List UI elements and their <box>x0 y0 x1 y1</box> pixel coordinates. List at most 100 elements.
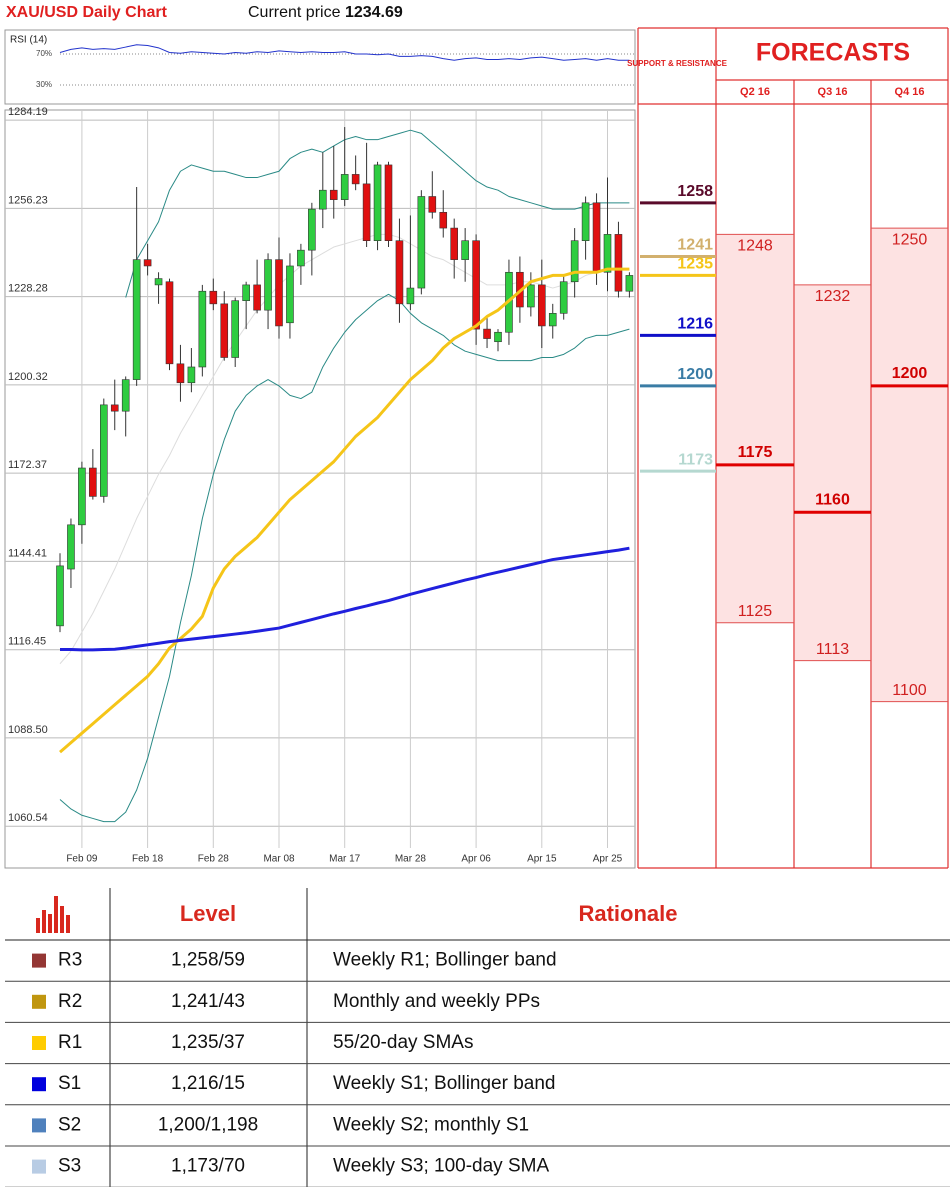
candle-body <box>614 234 623 292</box>
candle-body <box>187 366 196 384</box>
forecast-high-label: 1232 <box>815 288 851 305</box>
candle-body <box>78 467 86 526</box>
row-rationale: 55/20-day SMAs <box>333 1032 473 1053</box>
x-tick-label: Mar 08 <box>263 854 295 865</box>
forecast-range <box>717 234 793 623</box>
row-swatch <box>32 1159 46 1174</box>
candle-body <box>548 313 557 327</box>
level-label: 1258 <box>677 183 713 200</box>
y-tick-label: 1172.37 <box>8 459 47 471</box>
candle-body <box>253 284 261 311</box>
level-label: 1200 <box>677 366 713 383</box>
candle-body <box>198 290 207 368</box>
candle-body <box>384 164 393 242</box>
row-level: 1,241/43 <box>171 991 245 1012</box>
candle-body <box>110 404 119 412</box>
candle-body <box>56 565 64 627</box>
forecast-range <box>795 284 870 661</box>
rsi-frame <box>4 29 636 105</box>
levels-title: SUPPORT & RESISTANCE <box>627 59 728 68</box>
candle-body <box>308 208 316 251</box>
candle-body <box>176 363 185 384</box>
candle-body <box>592 202 601 273</box>
indicator-line <box>125 129 630 298</box>
candle-body <box>132 259 141 380</box>
x-tick-label: Feb 28 <box>198 854 230 865</box>
y-tick-label: 1256.23 <box>8 194 48 206</box>
rsi-line <box>59 44 630 61</box>
level-label: 1216 <box>677 316 713 333</box>
price: 1234.69 <box>345 4 403 21</box>
candle-body <box>537 284 546 327</box>
forecast-low-label: 1100 <box>892 682 927 699</box>
y-tick-label: 1088.50 <box>8 724 48 736</box>
quarter-label: Q4 16 <box>895 86 925 98</box>
row-level: 1,200/1,198 <box>158 1114 258 1135</box>
x-tick-label: Apr 25 <box>593 854 623 865</box>
row-swatch <box>32 1118 46 1133</box>
forecast-mid-label: 1160 <box>815 491 850 508</box>
forecast-low-label: 1125 <box>738 603 773 620</box>
candle-body <box>231 300 239 358</box>
candle-body <box>461 240 469 260</box>
row-level: 1,216/15 <box>171 1073 245 1094</box>
candle-body <box>581 202 590 242</box>
row-swatch <box>32 1077 46 1092</box>
candle-body <box>165 281 174 365</box>
candle-body <box>100 404 108 497</box>
forecast-high-label: 1248 <box>737 238 773 255</box>
candle-body <box>286 265 294 324</box>
row-label: R1 <box>58 1032 82 1053</box>
candle-body <box>297 249 305 267</box>
x-tick-label: Apr 06 <box>461 854 491 865</box>
level-label: 1235 <box>677 256 713 273</box>
y-tick-label: 1144.41 <box>8 547 47 559</box>
candle-body <box>450 227 459 260</box>
row-rationale: Weekly S3; 100-day SMA <box>333 1156 549 1177</box>
candle-body <box>318 189 327 210</box>
row-rationale: Weekly R1; Bollinger band <box>333 950 557 971</box>
candle-body <box>351 174 360 185</box>
candle-body <box>89 467 97 497</box>
candle-body <box>275 259 283 327</box>
level-label: 1173 <box>678 451 713 468</box>
y-tick-label: 1200.32 <box>8 371 48 383</box>
row-label: S1 <box>58 1073 81 1094</box>
row-level: 1,173/70 <box>171 1156 245 1177</box>
chart-frame <box>4 109 636 869</box>
x-tick-label: Mar 17 <box>329 854 361 865</box>
candle-body <box>242 284 250 301</box>
candle-body <box>527 284 535 308</box>
candle-body <box>67 524 75 570</box>
forecast-title: FORECASTS <box>756 39 910 67</box>
candle-body <box>570 240 579 283</box>
candle-body <box>472 240 480 330</box>
candle-body <box>209 290 218 305</box>
indicator-line <box>59 233 630 665</box>
chart-title: XAU/USD Daily Chart <box>6 4 168 21</box>
table-icon <box>36 896 70 933</box>
row-label: R2 <box>58 991 82 1012</box>
forecast-low-label: 1113 <box>816 641 849 658</box>
table-header: Level <box>180 901 236 926</box>
table-grid <box>109 888 308 1187</box>
price-label: Current price <box>248 4 341 21</box>
candle-body <box>439 211 448 229</box>
row-swatch <box>32 1036 46 1050</box>
candle-body <box>329 189 338 200</box>
x-tick-label: Mar 28 <box>395 854 427 865</box>
forecast-mid-label: 1175 <box>738 444 773 461</box>
row-label: S2 <box>58 1114 81 1135</box>
indicator-line <box>59 293 630 823</box>
indicator-line <box>59 267 630 754</box>
forecast-high-label: 1250 <box>892 231 928 248</box>
indicator-line <box>60 546 630 652</box>
y-tick-label: 1228.28 <box>8 283 48 295</box>
rsi-title: RSI (14) <box>10 35 47 46</box>
row-rationale: Weekly S1; Bollinger band <box>333 1073 556 1094</box>
quarter-label: Q3 16 <box>818 86 848 98</box>
row-level: 1,235/37 <box>171 1032 245 1053</box>
row-rationale: Monthly and weekly PPs <box>333 991 540 1012</box>
candle-body <box>559 281 568 314</box>
x-tick-label: Feb 18 <box>132 854 164 865</box>
